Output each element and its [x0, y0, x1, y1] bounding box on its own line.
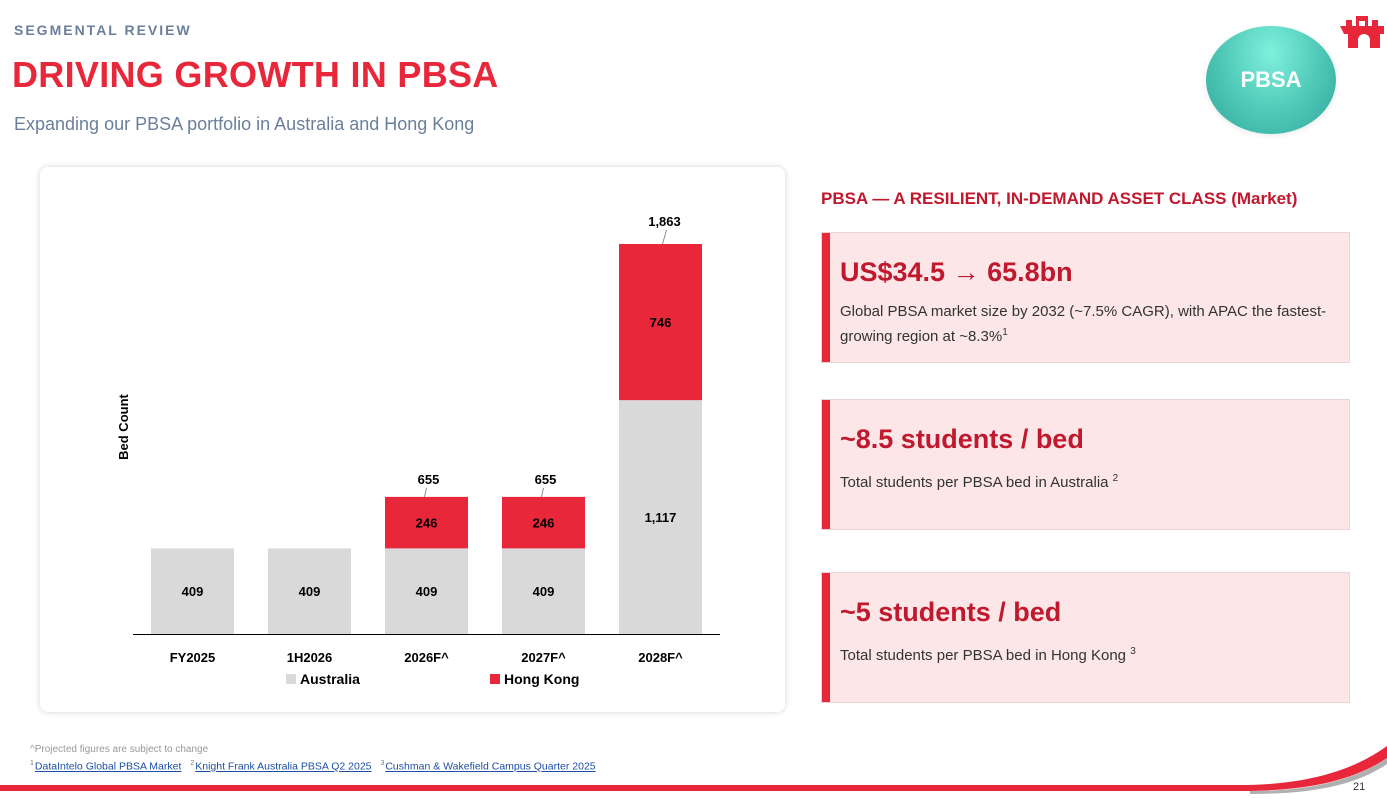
- total-leader-line: [424, 487, 427, 497]
- projection-note: ^Projected figures are subject to change: [30, 744, 209, 755]
- data-label: 746: [650, 315, 672, 330]
- australia-bar: [619, 400, 702, 634]
- australia-bar: [151, 548, 234, 634]
- total-label: 655: [535, 472, 557, 487]
- footnote-number: 1: [30, 760, 34, 767]
- data-label: 409: [533, 584, 555, 599]
- page-number: 21: [1353, 781, 1366, 793]
- australia-bar: [502, 548, 585, 634]
- australia-bar: [268, 548, 351, 634]
- castle-crown-icon: [1340, 16, 1384, 48]
- hong-kong-ratio-description: Total students per PBSA bed in Hong Kong…: [840, 646, 1136, 664]
- x-tick-label: 2028F^: [638, 650, 683, 665]
- market-size-description: Global PBSA market size by 2032 (~7.5% C…: [840, 303, 1327, 345]
- market-heading: PBSA — A RESILIENT, IN-DEMAND ASSET CLAS…: [821, 189, 1298, 208]
- source-link-dataintelo[interactable]: DataIntelo Global PBSA Market: [34, 760, 182, 773]
- legend-label-australia: Australia: [300, 671, 360, 687]
- legend-label-hong-kong: Hong Kong: [504, 671, 579, 687]
- australia-bar: [385, 548, 468, 634]
- source-footnotes: 1DataIntelo Global PBSA Market 2Knight F…: [30, 760, 596, 773]
- total-leader-line: [662, 229, 667, 245]
- australia-ratio-description: Total students per PBSA bed in Australia…: [840, 473, 1119, 491]
- data-label: 246: [416, 516, 438, 531]
- accent-bar: [822, 573, 830, 702]
- data-label: 246: [533, 516, 555, 531]
- page-title: DRIVING GROWTH IN PBSA: [12, 54, 499, 95]
- footnote-ref: 2: [1112, 473, 1119, 484]
- total-leader-line: [541, 487, 544, 497]
- total-label: 655: [418, 472, 440, 487]
- x-tick-label: 2027F^: [521, 650, 566, 665]
- legend-swatch-hong-kong: [490, 674, 500, 684]
- accent-bar: [822, 400, 830, 529]
- footer-swoosh: [0, 746, 1387, 794]
- hong-kong-ratio-headline: ~5 students / bed: [840, 597, 1062, 627]
- source-link-knight-frank[interactable]: Knight Frank Australia PBSA Q2 2025: [195, 760, 372, 773]
- data-label: 409: [299, 584, 321, 599]
- chart-card: Bed Count 409 FY2025 409 1H2026 409 246 2026F^…: [40, 167, 785, 712]
- hong-kong-bar: [502, 496, 585, 549]
- x-tick-label: 1H2026: [287, 650, 333, 665]
- market-size-card: US$34.5 → 65.8bn Global PBSA market size…: [821, 232, 1350, 363]
- eyebrow-label: SEGMENTAL REVIEW: [14, 22, 192, 38]
- y-axis-label: Bed Count: [116, 393, 131, 459]
- hong-kong-bar: [619, 244, 702, 401]
- data-label: 409: [416, 584, 438, 599]
- pbsa-badge: PBSA: [1206, 26, 1336, 134]
- hong-kong-ratio-card: ~5 students / bed Total students per PBS…: [821, 572, 1350, 703]
- footnote-number: 3: [380, 760, 385, 767]
- australia-ratio-headline: ~8.5 students / bed: [840, 424, 1084, 454]
- hong-kong-bar: [385, 496, 468, 549]
- source-link-cushman-wakefield[interactable]: Cushman & Wakefield Campus Quarter 2025: [385, 760, 596, 773]
- data-label: 409: [182, 584, 204, 599]
- footnote-number: 2: [190, 760, 195, 767]
- x-tick-label: FY2025: [170, 650, 216, 665]
- page-subtitle: Expanding our PBSA portfolio in Australi…: [14, 114, 475, 134]
- accent-bar: [822, 233, 830, 362]
- market-size-headline: US$34.5 → 65.8bn: [840, 257, 1073, 287]
- data-label: 1,117: [645, 510, 677, 525]
- bed-count-chart: Bed Count 409 FY2025 409 1H2026 409 246 2026F^…: [116, 214, 720, 687]
- footnote-ref: 1: [1002, 327, 1008, 338]
- australia-ratio-card: ~8.5 students / bed Total students per P…: [821, 399, 1350, 530]
- x-tick-label: 2026F^: [404, 650, 449, 665]
- footnote-ref: 3: [1130, 646, 1136, 657]
- total-label: 1,863: [648, 214, 681, 229]
- legend-swatch-australia: [286, 674, 296, 684]
